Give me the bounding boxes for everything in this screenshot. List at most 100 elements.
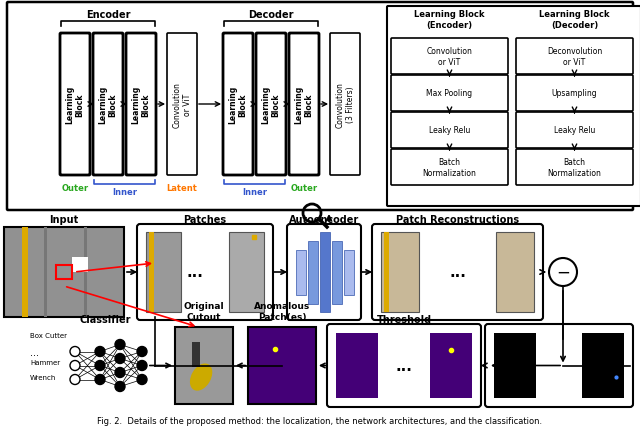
Text: Convolution
(3 Filters): Convolution (3 Filters) [335,82,355,128]
Text: Learning Block
(Encoder): Learning Block (Encoder) [414,10,484,30]
Bar [336,333,378,398]
Text: Convolution
or ViT: Convolution or ViT [427,47,472,66]
Text: Wrench: Wrench [30,374,56,380]
Text: Learning
Block: Learning Block [294,85,314,124]
FancyBboxPatch shape [327,324,481,407]
FancyBboxPatch shape [391,76,508,112]
Text: ...: ... [187,265,204,280]
Text: ...: ... [396,358,412,373]
Text: Decoder: Decoder [248,10,294,20]
FancyBboxPatch shape [223,34,253,176]
Bar [44,227,47,317]
FancyBboxPatch shape [330,34,360,176]
FancyBboxPatch shape [287,224,361,320]
Text: Autoencoder: Autoencoder [289,214,359,224]
Circle shape [70,361,80,371]
Circle shape [95,375,105,385]
Text: Anomalous
Patch(es): Anomalous Patch(es) [254,302,310,321]
FancyBboxPatch shape [167,34,197,176]
Circle shape [70,375,80,385]
Bar [496,233,534,312]
Text: Deconvolution
or ViT: Deconvolution or ViT [547,47,602,66]
Text: Learning
Block: Learning Block [65,85,84,124]
Circle shape [115,354,125,364]
Circle shape [70,347,80,357]
Text: Classifier: Classifier [79,314,131,324]
Circle shape [115,368,125,378]
Text: Threshold: Threshold [376,314,431,324]
Ellipse shape [191,364,212,390]
FancyBboxPatch shape [516,113,633,149]
FancyBboxPatch shape [516,39,633,75]
Bar [175,327,233,404]
Circle shape [137,375,147,385]
Bar [381,233,419,312]
Bar [430,333,472,398]
Text: Original
Cutout: Original Cutout [184,302,224,321]
Text: Latent: Latent [166,184,197,193]
Text: Hammer: Hammer [30,359,60,365]
FancyBboxPatch shape [256,34,286,176]
Circle shape [137,361,147,371]
FancyBboxPatch shape [7,3,633,210]
Text: Encoder: Encoder [86,10,131,20]
Bar [4,227,124,317]
FancyBboxPatch shape [391,113,508,149]
Text: Box Cutter: Box Cutter [30,332,67,338]
Bar [494,333,536,398]
Text: Inner: Inner [242,188,267,197]
FancyBboxPatch shape [485,324,633,407]
Circle shape [549,258,577,286]
Text: Patch Reconstructions: Patch Reconstructions [396,214,519,224]
Text: Leaky Relu: Leaky Relu [554,126,595,135]
FancyBboxPatch shape [60,34,90,176]
Bar [344,250,354,295]
Text: Learning
Block: Learning Block [228,85,248,124]
Bar [72,257,88,273]
Bar [56,265,72,279]
FancyBboxPatch shape [137,224,273,320]
Bar [320,233,330,312]
Circle shape [95,347,105,357]
FancyBboxPatch shape [289,34,319,176]
Text: Learning Block
(Decoder): Learning Block (Decoder) [540,10,610,30]
FancyBboxPatch shape [516,76,633,112]
Text: Outer: Outer [61,184,88,193]
Text: Batch
Normalization: Batch Normalization [422,158,476,178]
Text: Learning
Block: Learning Block [261,85,281,124]
Circle shape [115,340,125,350]
FancyBboxPatch shape [391,150,508,186]
Bar [248,327,316,404]
FancyBboxPatch shape [391,39,508,75]
Circle shape [115,381,125,391]
Text: ...: ... [550,358,568,373]
Text: −: − [556,263,570,281]
Bar [296,250,306,295]
Text: Fig. 2.  Details of the proposed method: the localization, the network architect: Fig. 2. Details of the proposed method: … [97,417,543,425]
FancyBboxPatch shape [93,34,123,176]
FancyBboxPatch shape [372,224,543,320]
Bar [146,233,181,312]
Text: Leaky Relu: Leaky Relu [429,126,470,135]
Bar [229,233,264,312]
Text: Max Pooling: Max Pooling [426,89,472,98]
Text: Outer: Outer [291,184,317,193]
FancyBboxPatch shape [516,150,633,186]
Text: Learning
Block: Learning Block [131,85,150,124]
Text: Inner: Inner [112,188,137,197]
Text: Convolution
or ViT: Convolution or ViT [172,82,192,128]
Text: ...: ... [30,347,39,357]
Text: Batch
Normalization: Batch Normalization [548,158,602,178]
Text: Learning
Block: Learning Block [99,85,118,124]
Text: Input: Input [49,214,79,224]
Bar [582,333,624,398]
Bar [332,241,342,304]
Bar [308,241,318,304]
Bar [149,233,154,312]
FancyBboxPatch shape [387,7,640,207]
Circle shape [95,361,105,371]
Bar [193,342,200,368]
Bar [384,233,389,312]
Text: Patches: Patches [184,214,227,224]
Bar [84,227,87,317]
